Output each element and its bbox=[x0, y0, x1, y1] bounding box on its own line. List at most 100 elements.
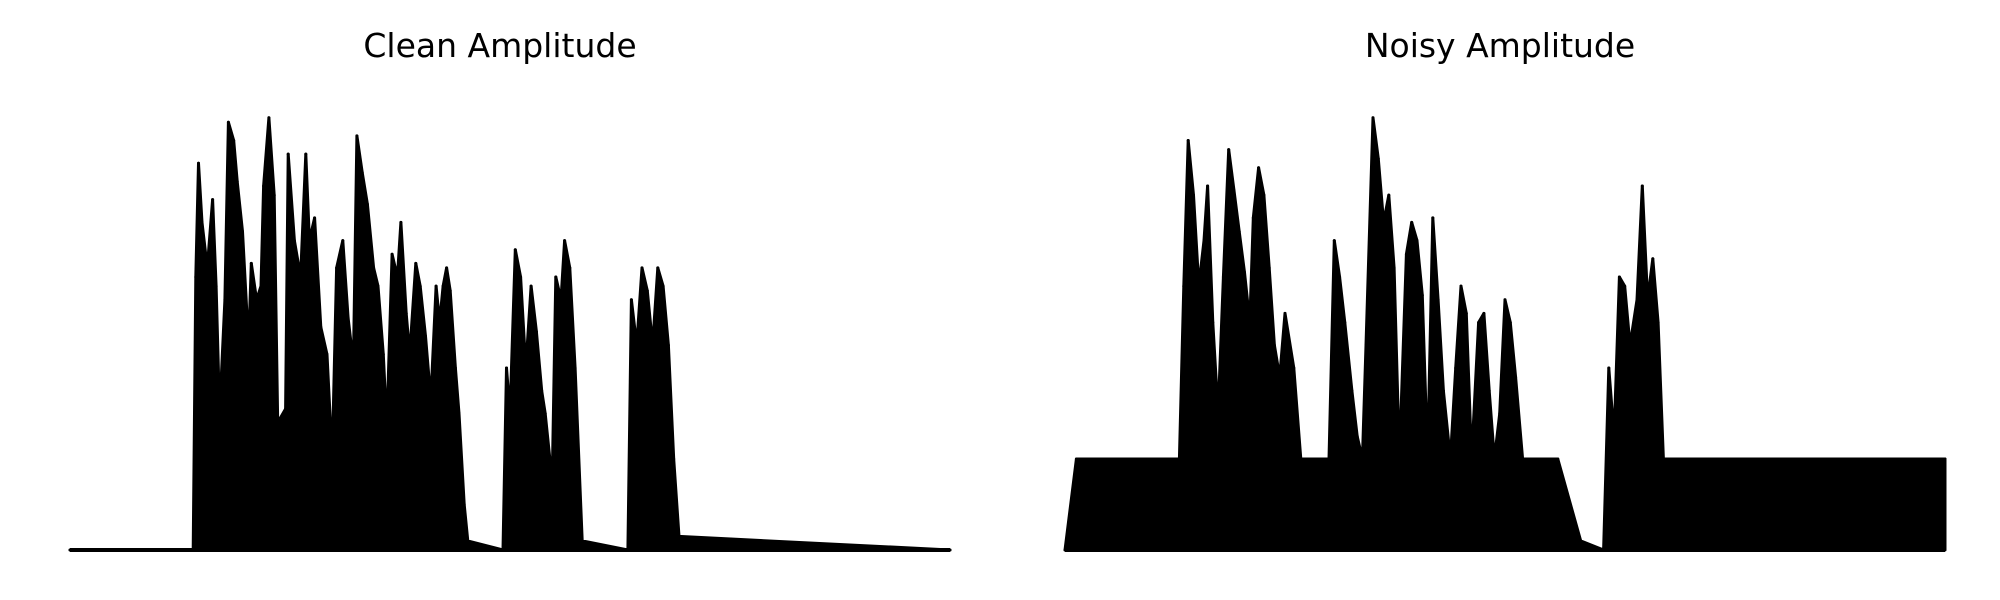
amplitude-point-1-20 bbox=[1257, 166, 1261, 170]
amplitude-point-1-43 bbox=[1410, 220, 1414, 224]
amplitude-point-1-24 bbox=[1278, 375, 1282, 379]
amplitude-point-0-67 bbox=[529, 284, 533, 288]
amplitude-point-0-66 bbox=[524, 366, 528, 370]
amplitude-point-1-26 bbox=[1292, 366, 1296, 370]
amplitude-point-1-65 bbox=[1579, 539, 1583, 543]
amplitude-point-0-37 bbox=[360, 170, 364, 174]
amplitude-point-0-26 bbox=[304, 152, 308, 156]
amplitude-point-1-47 bbox=[1431, 216, 1435, 220]
amplitude-point-0-88 bbox=[677, 534, 681, 538]
amplitude-point-0-51 bbox=[429, 398, 433, 402]
amplitude-point-1-38 bbox=[1382, 220, 1386, 224]
amplitude-point-1-80 bbox=[1943, 457, 1947, 461]
amplitude-point-0-19 bbox=[267, 116, 271, 120]
amplitude-point-0-52 bbox=[434, 284, 438, 288]
amplitude-point-0-56 bbox=[448, 289, 452, 293]
amplitude-point-1-75 bbox=[1651, 257, 1655, 261]
amplitude-point-0-54 bbox=[441, 284, 445, 288]
amplitude-point-1-34 bbox=[1360, 457, 1364, 461]
amplitude-point-1-57 bbox=[1487, 389, 1491, 393]
amplitude-point-0-42 bbox=[385, 425, 389, 429]
amplitude-point-0-6 bbox=[211, 198, 215, 202]
amplitude-point-0-3 bbox=[197, 161, 200, 165]
amplitude-point-1-1 bbox=[1074, 457, 1078, 461]
amplitude-point-1-79 bbox=[1855, 457, 1859, 461]
amplitude-point-0-25 bbox=[299, 275, 303, 279]
amplitude-point-0-13 bbox=[241, 230, 244, 233]
amplitude-point-0-59 bbox=[462, 503, 466, 506]
amplitude-point-0-16 bbox=[255, 298, 259, 302]
noisy-amplitude-plot bbox=[1063, 116, 1947, 552]
amplitude-point-0-21 bbox=[276, 421, 280, 425]
amplitude-point-1-55 bbox=[1477, 321, 1481, 324]
amplitude-point-0-82 bbox=[645, 289, 649, 293]
amplitude-point-1-10 bbox=[1206, 184, 1210, 188]
amplitude-point-0-69 bbox=[540, 389, 544, 393]
amplitude-point-0-22 bbox=[284, 407, 288, 411]
amplitude-point-0-4 bbox=[200, 220, 204, 224]
amplitude-point-1-32 bbox=[1350, 389, 1354, 393]
amplitude-point-1-64 bbox=[1556, 457, 1560, 461]
amplitude-point-1-63 bbox=[1521, 457, 1525, 461]
amplitude-area-1 bbox=[1063, 116, 1947, 552]
amplitude-point-1-56 bbox=[1482, 311, 1486, 315]
amplitude-point-1-25 bbox=[1283, 311, 1287, 315]
amplitude-point-1-30 bbox=[1338, 275, 1342, 279]
amplitude-point-1-45 bbox=[1420, 293, 1424, 297]
amplitude-point-0-46 bbox=[404, 311, 408, 315]
amplitude-point-0-31 bbox=[330, 457, 334, 461]
amplitude-point-0-78 bbox=[626, 548, 630, 552]
amplitude-point-0-80 bbox=[635, 343, 639, 347]
amplitude-point-0-29 bbox=[319, 325, 323, 329]
amplitude-point-1-51 bbox=[1454, 366, 1458, 370]
amplitude-point-0-50 bbox=[424, 334, 427, 338]
amplitude-point-0-86 bbox=[666, 343, 670, 347]
amplitude-point-1-69 bbox=[1617, 275, 1621, 279]
amplitude-point-0-83 bbox=[651, 343, 655, 347]
amplitude-point-1-18 bbox=[1248, 321, 1252, 324]
amplitude-point-1-27 bbox=[1299, 457, 1303, 461]
amplitude-point-1-8 bbox=[1197, 284, 1201, 288]
amplitude-point-0-20 bbox=[272, 193, 276, 197]
amplitude-point-1-35 bbox=[1364, 343, 1368, 347]
amplitude-point-0-81 bbox=[640, 266, 644, 270]
amplitude-point-0-43 bbox=[390, 252, 394, 256]
amplitude-point-0-45 bbox=[399, 220, 403, 224]
amplitude-point-0-84 bbox=[656, 266, 660, 270]
amplitude-point-1-2 bbox=[1116, 457, 1120, 461]
amplitude-point-0-11 bbox=[232, 139, 236, 142]
amplitude-point-0-38 bbox=[365, 202, 369, 206]
amplitude-point-0-57 bbox=[453, 366, 457, 370]
amplitude-point-1-3 bbox=[1133, 457, 1137, 461]
amplitude-point-0-17 bbox=[259, 284, 263, 288]
amplitude-point-1-9 bbox=[1202, 239, 1206, 243]
amplitude-point-1-78 bbox=[1767, 457, 1771, 461]
amplitude-point-0-47 bbox=[408, 352, 412, 356]
amplitude-point-0-70 bbox=[543, 412, 547, 415]
amplitude-point-1-54 bbox=[1470, 457, 1474, 461]
amplitude-point-1-15 bbox=[1232, 189, 1236, 193]
amplitude-point-0-32 bbox=[335, 266, 339, 270]
amplitude-point-1-46 bbox=[1426, 457, 1430, 461]
amplitude-point-1-41 bbox=[1397, 457, 1401, 461]
amplitude-point-1-37 bbox=[1376, 157, 1380, 161]
amplitude-point-0-87 bbox=[672, 457, 676, 461]
amplitude-point-1-49 bbox=[1441, 389, 1445, 393]
amplitude-point-0-49 bbox=[418, 284, 422, 288]
amplitude-point-1-33 bbox=[1355, 434, 1359, 438]
amplitude-point-1-68 bbox=[1612, 434, 1616, 438]
amplitude-point-1-67 bbox=[1607, 366, 1611, 370]
amplitude-point-1-17 bbox=[1243, 270, 1246, 274]
amplitude-point-0-60 bbox=[466, 539, 470, 543]
amplitude-point-1-58 bbox=[1492, 457, 1496, 461]
amplitude-point-0-5 bbox=[205, 266, 209, 270]
amplitude-point-1-13 bbox=[1221, 275, 1225, 279]
chart-title-noisy: Noisy Amplitude bbox=[1364, 26, 1636, 65]
amplitude-point-0-58 bbox=[457, 412, 461, 415]
amplitude-point-0-89 bbox=[948, 548, 952, 552]
amplitude-point-1-31 bbox=[1343, 321, 1347, 324]
amplitude-point-0-30 bbox=[325, 352, 329, 356]
amplitude-point-1-66 bbox=[1602, 548, 1606, 552]
amplitude-point-0-41 bbox=[381, 352, 385, 356]
amplitude-point-1-7 bbox=[1192, 193, 1195, 197]
